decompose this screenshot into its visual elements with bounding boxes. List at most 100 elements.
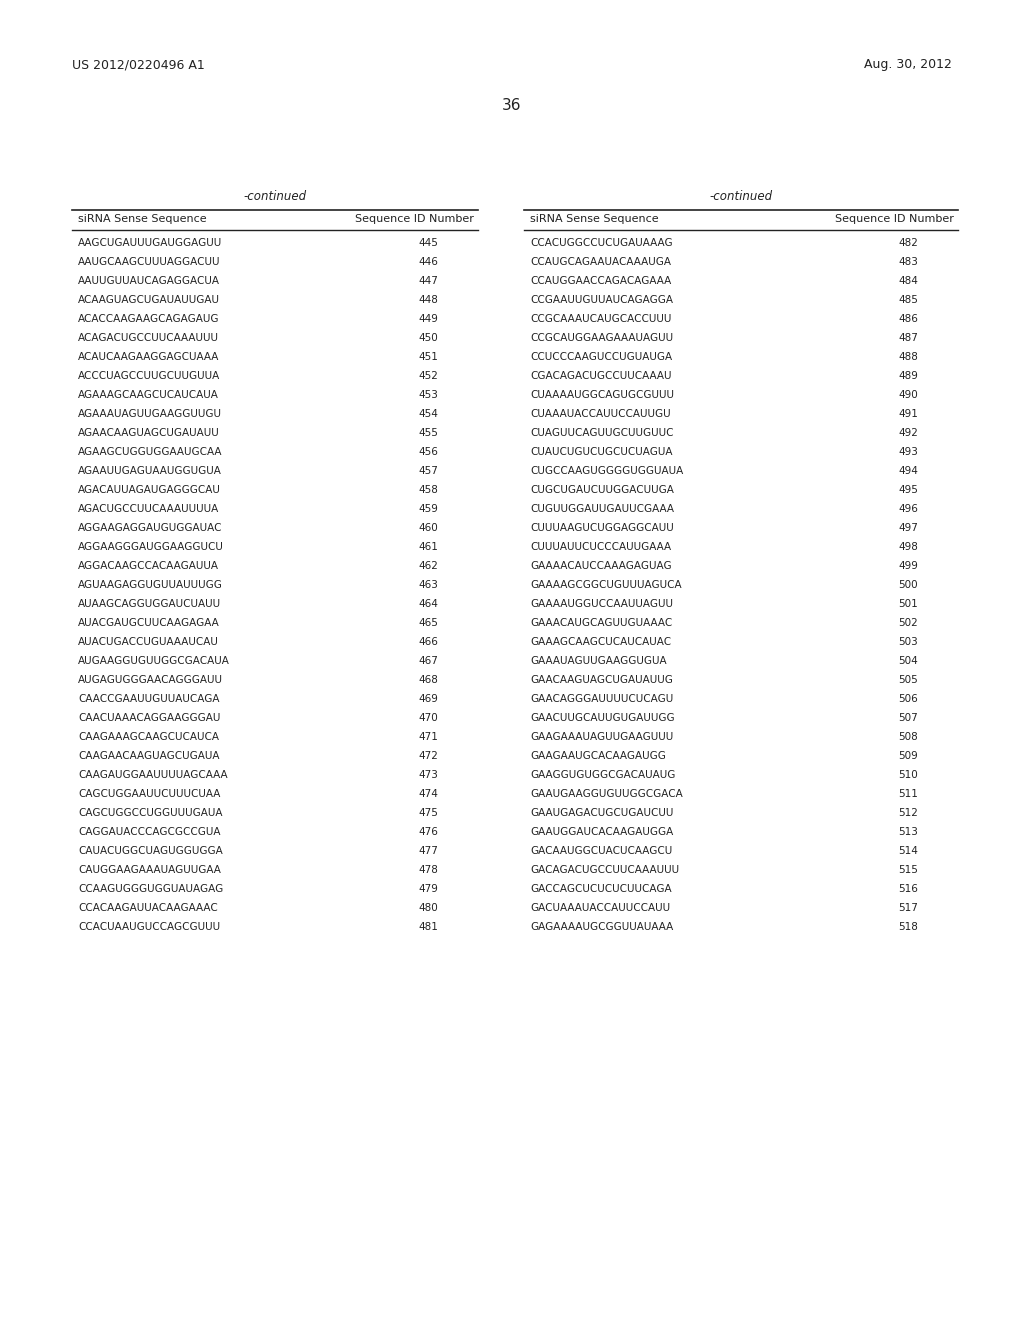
Text: 449: 449	[418, 314, 438, 323]
Text: GAAAACAUCCAAAGAGUAG: GAAAACAUCCAAAGAGUAG	[530, 561, 672, 572]
Text: 507: 507	[898, 713, 918, 723]
Text: 509: 509	[898, 751, 918, 762]
Text: GAAAAGCGGCUGUUUAGUCA: GAAAAGCGGCUGUUUAGUCA	[530, 579, 682, 590]
Text: 476: 476	[418, 828, 438, 837]
Text: CAAGAAAGCAAGCUCAUCA: CAAGAAAGCAAGCUCAUCA	[78, 733, 219, 742]
Text: 453: 453	[418, 389, 438, 400]
Text: 479: 479	[418, 884, 438, 894]
Text: AAGCUGAUUUGAUGGAGUU: AAGCUGAUUUGAUGGAGUU	[78, 238, 222, 248]
Text: AGAAUUGAGUAAUGGUGUA: AGAAUUGAGUAAUGGUGUA	[78, 466, 222, 477]
Text: 499: 499	[898, 561, 918, 572]
Text: AGAAAGCAAGCUCAUCAUA: AGAAAGCAAGCUCAUCAUA	[78, 389, 219, 400]
Text: Sequence ID Number: Sequence ID Number	[355, 214, 474, 224]
Text: GACAGACUGCCUUCAAAUUU: GACAGACUGCCUUCAAAUUU	[530, 865, 679, 875]
Text: GAACUUGCAUUGUGAUUGG: GAACUUGCAUUGUGAUUGG	[530, 713, 675, 723]
Text: 512: 512	[898, 808, 918, 818]
Text: AUGAGUGGGAACAGGGAUU: AUGAGUGGGAACAGGGAUU	[78, 675, 223, 685]
Text: CUGUUGGAUUGAUUCGAAA: CUGUUGGAUUGAUUCGAAA	[530, 504, 674, 513]
Text: 445: 445	[418, 238, 438, 248]
Text: 492: 492	[898, 428, 918, 438]
Text: 493: 493	[898, 447, 918, 457]
Text: 504: 504	[898, 656, 918, 667]
Text: 510: 510	[898, 770, 918, 780]
Text: GACUAAAUACCAUUCCAUU: GACUAAAUACCAUUCCAUU	[530, 903, 670, 913]
Text: CCAAGUGGGUGGUAUAGAG: CCAAGUGGGUGGUAUAGAG	[78, 884, 223, 894]
Text: 466: 466	[418, 638, 438, 647]
Text: ACAGACUGCCUUCAAAUUU: ACAGACUGCCUUCAAAUUU	[78, 333, 219, 343]
Text: 469: 469	[418, 694, 438, 704]
Text: Aug. 30, 2012: Aug. 30, 2012	[864, 58, 952, 71]
Text: AUGAAGGUGUUGGCGACAUA: AUGAAGGUGUUGGCGACAUA	[78, 656, 229, 667]
Text: CCGAAUUGUUAUCAGAGGA: CCGAAUUGUUAUCAGAGGA	[530, 294, 673, 305]
Text: AGUAAGAGGUGUUAUUUGG: AGUAAGAGGUGUUAUUUGG	[78, 579, 223, 590]
Text: AUAAGCAGGUGGAUCUAUU: AUAAGCAGGUGGAUCUAUU	[78, 599, 221, 609]
Text: 452: 452	[418, 371, 438, 381]
Text: GAAGAAAUAGUUGAAGUUU: GAAGAAAUAGUUGAAGUUU	[530, 733, 673, 742]
Text: 483: 483	[898, 257, 918, 267]
Text: CCACUAAUGUCCAGCGUUU: CCACUAAUGUCCAGCGUUU	[78, 921, 220, 932]
Text: GAACAAGUAGCUGAUAUUG: GAACAAGUAGCUGAUAUUG	[530, 675, 673, 685]
Text: CCAUGGAACCAGACAGAAA: CCAUGGAACCAGACAGAAA	[530, 276, 672, 286]
Text: CUAAAAUGGCAGUGCGUUU: CUAAAAUGGCAGUGCGUUU	[530, 389, 674, 400]
Text: AGAAAUAGUUGAAGGUUGU: AGAAAUAGUUGAAGGUUGU	[78, 409, 222, 418]
Text: CUGCUGAUCUUGGACUUGA: CUGCUGAUCUUGGACUUGA	[530, 484, 674, 495]
Text: CCGCAAAUCAUGCACCUUU: CCGCAAAUCAUGCACCUUU	[530, 314, 672, 323]
Text: 475: 475	[418, 808, 438, 818]
Text: 516: 516	[898, 884, 918, 894]
Text: 461: 461	[418, 543, 438, 552]
Text: CAUGGAAGAAAUAGUUGAA: CAUGGAAGAAAUAGUUGAA	[78, 865, 221, 875]
Text: AGGACAAGCCACAAGAUUA: AGGACAAGCCACAAGAUUA	[78, 561, 219, 572]
Text: 513: 513	[898, 828, 918, 837]
Text: GAAAAUGGUCCAAUUAGUU: GAAAAUGGUCCAAUUAGUU	[530, 599, 673, 609]
Text: 457: 457	[418, 466, 438, 477]
Text: CUUUAAGUCUGGAGGCAUU: CUUUAAGUCUGGAGGCAUU	[530, 523, 674, 533]
Text: CCAUGCAGAAUACAAAUGA: CCAUGCAGAAUACAAAUGA	[530, 257, 671, 267]
Text: 455: 455	[418, 428, 438, 438]
Text: 458: 458	[418, 484, 438, 495]
Text: 484: 484	[898, 276, 918, 286]
Text: CUGCCAAGUGGGGUGGUAUA: CUGCCAAGUGGGGUGGUAUA	[530, 466, 683, 477]
Text: 482: 482	[898, 238, 918, 248]
Text: ACACCAAGAAGCAGAGAUG: ACACCAAGAAGCAGAGAUG	[78, 314, 219, 323]
Text: 477: 477	[418, 846, 438, 855]
Text: GACCAGCUCUCUCUUCAGA: GACCAGCUCUCUCUUCAGA	[530, 884, 672, 894]
Text: 511: 511	[898, 789, 918, 799]
Text: 503: 503	[898, 638, 918, 647]
Text: GAAGGUGUGGCGACAUAUG: GAAGGUGUGGCGACAUAUG	[530, 770, 676, 780]
Text: 515: 515	[898, 865, 918, 875]
Text: CCUCCCAAGUCCUGUAUGA: CCUCCCAAGUCCUGUAUGA	[530, 352, 672, 362]
Text: 494: 494	[898, 466, 918, 477]
Text: siRNA Sense Sequence: siRNA Sense Sequence	[530, 214, 658, 224]
Text: 447: 447	[418, 276, 438, 286]
Text: AUACUGACCUGUAAAUCAU: AUACUGACCUGUAAAUCAU	[78, 638, 219, 647]
Text: 497: 497	[898, 523, 918, 533]
Text: 446: 446	[418, 257, 438, 267]
Text: 498: 498	[898, 543, 918, 552]
Text: AGACUGCCUUCAAAUUUUA: AGACUGCCUUCAAAUUUUA	[78, 504, 219, 513]
Text: CCGCAUGGAAGAAAUAGUU: CCGCAUGGAAGAAAUAGUU	[530, 333, 673, 343]
Text: 481: 481	[418, 921, 438, 932]
Text: 448: 448	[418, 294, 438, 305]
Text: GAACAGGGAUUUUCUCAGU: GAACAGGGAUUUUCUCAGU	[530, 694, 673, 704]
Text: CAUACUGGCUAGUGGUGGA: CAUACUGGCUAGUGGUGGA	[78, 846, 223, 855]
Text: 508: 508	[898, 733, 918, 742]
Text: CAAGAACAAGUAGCUGAUA: CAAGAACAAGUAGCUGAUA	[78, 751, 219, 762]
Text: GACAAUGGCUACUCAAGCU: GACAAUGGCUACUCAAGCU	[530, 846, 672, 855]
Text: AGGAAGGGAUGGAAGGUCU: AGGAAGGGAUGGAAGGUCU	[78, 543, 224, 552]
Text: CUAUCUGUCUGCUCUAGUA: CUAUCUGUCUGCUCUAGUA	[530, 447, 673, 457]
Text: CAGGAUACCCAGCGCCGUA: CAGGAUACCCAGCGCCGUA	[78, 828, 220, 837]
Text: 450: 450	[418, 333, 437, 343]
Text: ACCCUAGCCUUGCUUGUUA: ACCCUAGCCUUGCUUGUUA	[78, 371, 220, 381]
Text: 485: 485	[898, 294, 918, 305]
Text: CUUUAUUCUCCCAUUGAAA: CUUUAUUCUCCCAUUGAAA	[530, 543, 671, 552]
Text: CUAAAUACCAUUCCAUUGU: CUAAAUACCAUUCCAUUGU	[530, 409, 671, 418]
Text: GAGAAAAUGCGGUUAUAAA: GAGAAAAUGCGGUUAUAAA	[530, 921, 673, 932]
Text: CCACAAGAUUACAAGAAAC: CCACAAGAUUACAAGAAAC	[78, 903, 218, 913]
Text: 478: 478	[418, 865, 438, 875]
Text: GAAAGCAAGCUCAUCAUAC: GAAAGCAAGCUCAUCAUAC	[530, 638, 671, 647]
Text: AGACAUUAGAUGAGGGCAU: AGACAUUAGAUGAGGGCAU	[78, 484, 221, 495]
Text: CGACAGACUGCCUUCAAAU: CGACAGACUGCCUUCAAAU	[530, 371, 672, 381]
Text: AAUUGUUAUCAGAGGACUA: AAUUGUUAUCAGAGGACUA	[78, 276, 220, 286]
Text: 465: 465	[418, 618, 438, 628]
Text: 502: 502	[898, 618, 918, 628]
